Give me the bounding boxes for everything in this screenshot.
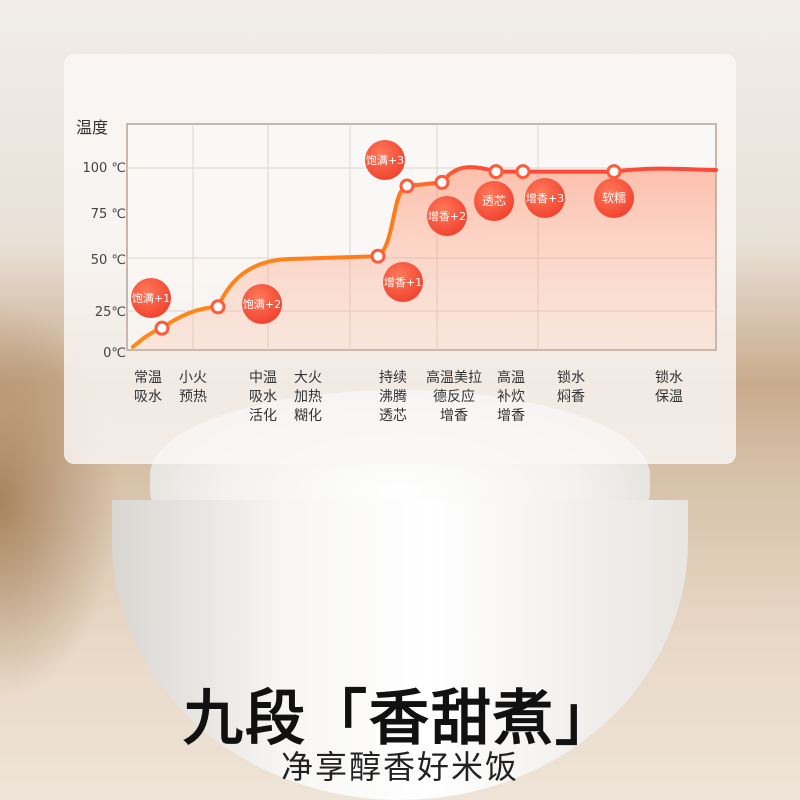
y-tick-label: 25℃ (95, 305, 126, 320)
marker-label: 增香+1 (384, 275, 422, 289)
marker-bubble (525, 178, 565, 218)
stage-label: 保温 (655, 389, 683, 405)
marker-bubble (427, 196, 467, 236)
y-axis-label: 温度 (76, 118, 108, 137)
stage-label: 锁水 (655, 370, 683, 386)
stage-label: 吸水 (249, 389, 277, 405)
y-tick-label: 100 ℃ (82, 161, 126, 176)
stage-label: 高温美拉 (426, 369, 482, 386)
stage-label: 活化 (249, 408, 277, 424)
marker-label: 增香+2 (428, 209, 466, 223)
marker-label: 透芯 (482, 194, 506, 208)
stage-label: 预热 (179, 389, 207, 405)
marker-label: 增香+3 (526, 191, 564, 205)
marker-bubble (365, 140, 405, 180)
y-tick-label: 50 ℃ (91, 253, 126, 268)
data-point (370, 248, 386, 264)
stage-label: 常温 (134, 370, 162, 386)
stage-label: 高温 (497, 369, 525, 386)
stage-label: 中温 (249, 370, 277, 386)
marker-bubble (131, 278, 171, 318)
y-tick-label: 75 ℃ (91, 207, 126, 222)
marker-bubble (474, 181, 514, 221)
data-point (488, 164, 504, 180)
data-point (434, 174, 450, 190)
data-point (154, 320, 170, 336)
marker-label: 饱满+1 (132, 291, 170, 305)
stage-label: 大火 (294, 370, 322, 386)
stage-label: 补炊 (497, 389, 525, 405)
stage-label: 沸腾 (379, 388, 407, 405)
marker-bubble (242, 284, 282, 324)
stage-label: 焖香 (557, 389, 585, 405)
data-point (606, 164, 622, 180)
marker-label: 软糯 (602, 191, 626, 205)
subheadline: 净享醇香好米饭 (280, 748, 519, 786)
data-point (399, 178, 415, 194)
stage-label: 持续 (379, 369, 407, 386)
stage-label: 德反应 (433, 388, 475, 405)
stage-label: 糊化 (294, 408, 322, 424)
y-tick-label: 0℃ (103, 346, 126, 361)
stage-label: 吸水 (134, 389, 162, 405)
stage-label: 增香 (497, 408, 525, 424)
stage-label: 锁水 (557, 370, 585, 386)
stage-label: 透芯 (379, 408, 407, 424)
marker-label: 饱满+2 (243, 297, 281, 311)
headline: 九段「香甜煮」 (183, 684, 617, 754)
stage-label: 小火 (179, 370, 207, 386)
data-point (515, 164, 531, 180)
marker-bubble (383, 262, 423, 302)
stage-label: 加热 (294, 389, 322, 405)
stage-label: 增香 (440, 408, 468, 424)
marker-label: 饱满+3 (366, 153, 404, 167)
marker-bubble (594, 178, 634, 218)
data-point (210, 299, 226, 315)
